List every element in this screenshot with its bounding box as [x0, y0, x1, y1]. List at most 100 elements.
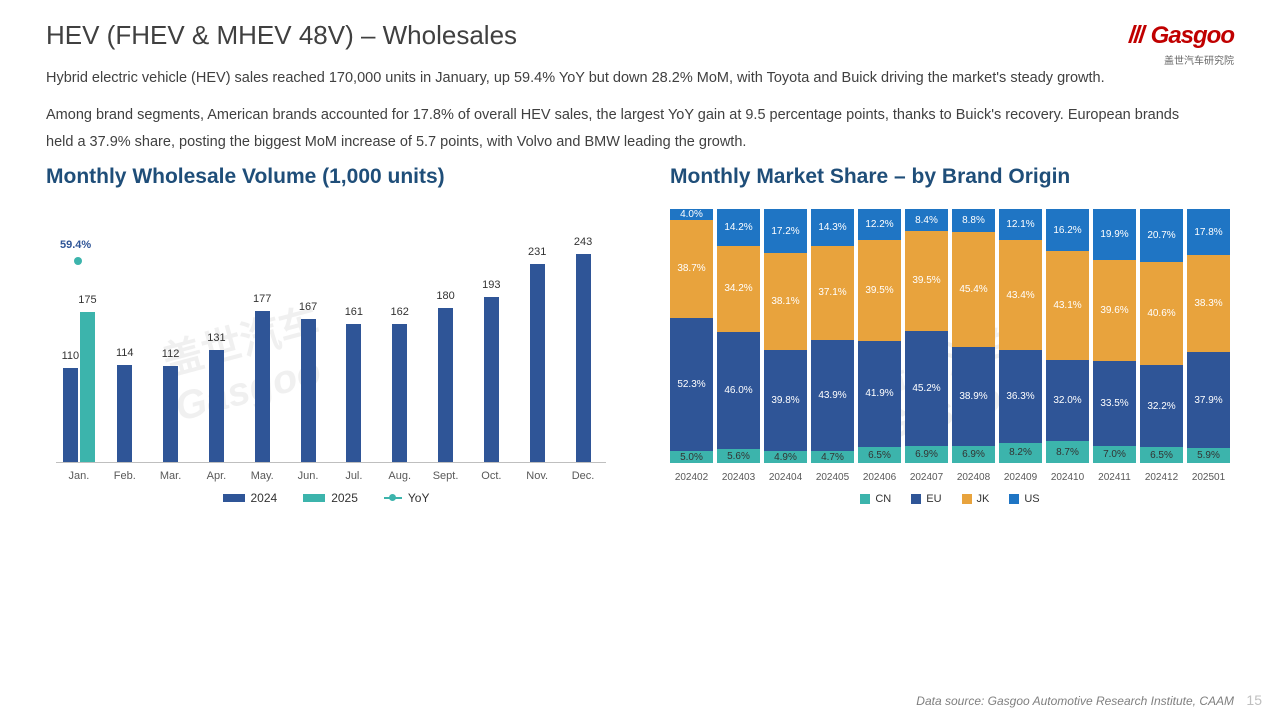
- stack-segment-us: 17.8%: [1187, 209, 1230, 254]
- bar-2024: 243: [576, 254, 591, 462]
- chart2-area: 盖世汽车Gasgoo 4.0%38.7%52.3%5.0%20240214.2%…: [670, 199, 1230, 509]
- bar-value-label: 177: [242, 293, 282, 305]
- stack-segment-eu: 36.3%: [999, 350, 1042, 442]
- stack-segment-jk: 34.2%: [717, 246, 760, 333]
- stack-column: 19.9%39.6%33.5%7.0%202411: [1093, 209, 1136, 463]
- stack-segment-us: 12.1%: [999, 209, 1042, 240]
- stack-segment-cn: 6.9%: [952, 446, 995, 464]
- stack-segment-us: 20.7%: [1140, 209, 1183, 262]
- month-slot: 177May.: [239, 239, 285, 462]
- month-slot: 131Apr.: [193, 239, 239, 462]
- stack-segment-cn: 7.0%: [1093, 446, 1136, 464]
- bar-value-label: 231: [517, 246, 557, 258]
- stack-segment-jk: 40.6%: [1140, 262, 1183, 365]
- bar-value-label: 114: [105, 347, 145, 359]
- legend-yoy: YoY: [384, 491, 430, 505]
- stack-segment-jk: 38.7%: [670, 220, 713, 318]
- desc-paragraph-2: Among brand segments, American brands ac…: [46, 102, 1196, 156]
- x-tick-label: Nov.: [514, 470, 560, 482]
- month-slot: 110175Jan.: [56, 239, 102, 462]
- bar-value-label: 161: [334, 306, 374, 318]
- stack-segment-jk: 43.1%: [1046, 251, 1089, 360]
- stack-segment-jk: 38.1%: [764, 253, 807, 350]
- chart1-area: 盖世汽车Gasgoo 110175Jan.114Feb.112Mar.131Ap…: [46, 199, 606, 509]
- stack-segment-eu: 38.9%: [952, 347, 995, 446]
- stack-column: 17.8%38.3%37.9%5.9%202501: [1187, 209, 1230, 463]
- x-tick-label: 202412: [1140, 472, 1183, 483]
- month-slot: 193Oct.: [468, 239, 514, 462]
- legend-cn: CN: [860, 493, 891, 505]
- logo-subtitle: 盖世汽车研究院: [1131, 52, 1234, 67]
- stack-segment-us: 16.2%: [1046, 209, 1089, 250]
- month-slot: 243Dec.: [560, 239, 606, 462]
- x-tick-label: Oct.: [468, 470, 514, 482]
- x-tick-label: Aug.: [377, 470, 423, 482]
- x-tick-label: Dec.: [560, 470, 606, 482]
- footer-source: Data source: Gasgoo Automotive Research …: [916, 694, 1234, 708]
- stack-segment-us: 14.2%: [717, 209, 760, 245]
- stack-column: 16.2%43.1%32.0%8.7%202410: [1046, 209, 1089, 463]
- x-tick-label: 202406: [858, 472, 901, 483]
- legend-jk: JK: [962, 493, 990, 505]
- x-tick-label: 202405: [811, 472, 854, 483]
- stack-segment-jk: 39.5%: [905, 231, 948, 331]
- stack-segment-eu: 41.9%: [858, 341, 901, 447]
- stack-column: 12.1%43.4%36.3%8.2%202409: [999, 209, 1042, 463]
- x-tick-label: Jul.: [331, 470, 377, 482]
- stack-segment-jk: 37.1%: [811, 246, 854, 340]
- page-title: HEV (FHEV & MHEV 48V) – Wholesales: [46, 20, 1234, 51]
- stack-segment-jk: 43.4%: [999, 240, 1042, 350]
- logo-stripes-icon: [1131, 22, 1146, 50]
- stack-segment-eu: 32.2%: [1140, 365, 1183, 447]
- slide: Gasgoo 盖世汽车研究院 HEV (FHEV & MHEV 48V) – W…: [0, 0, 1280, 720]
- stack-column: 14.3%37.1%43.9%4.7%202405: [811, 209, 854, 463]
- legend-jk-label: JK: [977, 493, 990, 505]
- stack-segment-cn: 4.7%: [811, 451, 854, 463]
- stack-segment-us: 17.2%: [764, 209, 807, 253]
- month-slot: 161Jul.: [331, 239, 377, 462]
- legend-2024: 2024: [223, 491, 278, 505]
- stack-segment-eu: 37.9%: [1187, 352, 1230, 448]
- bar-2024: 112: [163, 366, 178, 462]
- bar-value-label: 243: [563, 236, 603, 248]
- stack-segment-jk: 39.5%: [858, 240, 901, 340]
- stack-segment-cn: 5.6%: [717, 449, 760, 463]
- legend-2025-label: 2025: [331, 491, 358, 505]
- x-tick-label: Apr.: [193, 470, 239, 482]
- chart1-plot: 110175Jan.114Feb.112Mar.131Apr.177May.16…: [56, 239, 606, 463]
- x-tick-label: 202410: [1046, 472, 1089, 483]
- bar-2024: 193: [484, 297, 499, 463]
- brand-logo: Gasgoo 盖世汽车研究院: [1131, 22, 1234, 67]
- chart1-legend: 2024 2025 YoY: [46, 491, 606, 505]
- x-tick-label: 202409: [999, 472, 1042, 483]
- x-tick-label: 202501: [1187, 472, 1230, 483]
- x-tick-label: Feb.: [102, 470, 148, 482]
- x-tick-label: Sept.: [423, 470, 469, 482]
- bar-value-label: 131: [196, 332, 236, 344]
- stack-segment-jk: 38.3%: [1187, 255, 1230, 352]
- page-number: 15: [1246, 692, 1262, 708]
- legend-yoy-label: YoY: [408, 491, 430, 505]
- stack-segment-eu: 39.8%: [764, 350, 807, 451]
- stack-segment-us: 12.2%: [858, 209, 901, 240]
- bar-value-label: 167: [288, 301, 328, 313]
- bar-value-label: 112: [151, 348, 191, 360]
- charts-container: Monthly Wholesale Volume (1,000 units) 盖…: [46, 165, 1234, 509]
- logo-text: Gasgoo: [1131, 22, 1234, 50]
- stack-column: 17.2%38.1%39.8%4.9%202404: [764, 209, 807, 463]
- stack-segment-cn: 4.9%: [764, 451, 807, 463]
- stack-segment-eu: 45.2%: [905, 331, 948, 446]
- x-tick-label: Jun.: [285, 470, 331, 482]
- legend-eu-label: EU: [926, 493, 941, 505]
- bar-2024: 131: [209, 350, 224, 462]
- legend-2024-label: 2024: [251, 491, 278, 505]
- month-slot: 167Jun.: [285, 239, 331, 462]
- stack-segment-cn: 5.0%: [670, 451, 713, 464]
- x-tick-label: 202404: [764, 472, 807, 483]
- stack-segment-cn: 8.2%: [999, 443, 1042, 464]
- stack-segment-eu: 33.5%: [1093, 361, 1136, 446]
- x-tick-label: 202411: [1093, 472, 1136, 483]
- stack-segment-cn: 8.7%: [1046, 441, 1089, 463]
- stack-segment-us: 4.0%: [670, 209, 713, 219]
- stack-segment-us: 19.9%: [1093, 209, 1136, 260]
